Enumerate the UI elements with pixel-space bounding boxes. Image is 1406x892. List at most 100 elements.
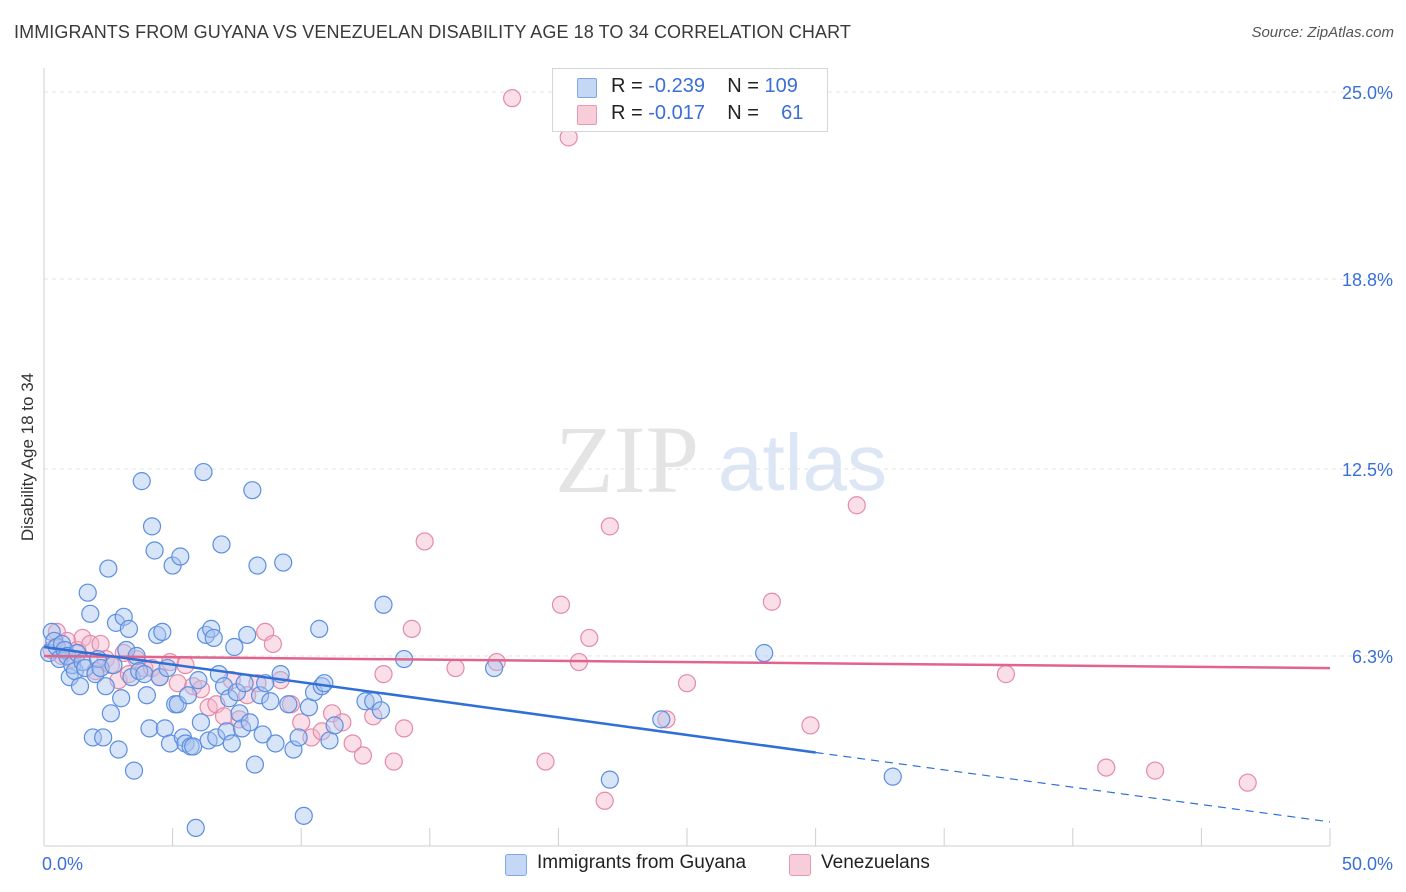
guyana-point [168, 695, 187, 714]
guyana-point [104, 655, 123, 675]
venezuela-point [353, 746, 373, 765]
venezuela-point [551, 595, 571, 614]
y-axis-label: Disability Age 18 to 34 [18, 372, 37, 542]
guyana-point [184, 737, 203, 756]
guyana-point [310, 619, 329, 638]
venezuela-point [600, 517, 619, 536]
bottom-legend-swatch-guyana [505, 854, 527, 876]
guyana-point [279, 695, 298, 714]
guyana-point [81, 604, 100, 623]
y-tick-label: 6.3% [1352, 647, 1393, 667]
venezuela-point [1097, 758, 1116, 777]
venezuela-point [536, 752, 555, 771]
venezuela-point [168, 674, 187, 693]
venezuela-point [214, 707, 234, 726]
bottom-legend-label-venezuela: Venezuelans [821, 852, 930, 873]
guyana-point [320, 731, 339, 750]
venezuela-points [42, 89, 1257, 810]
guyana-point [250, 686, 270, 705]
venezuela-point [343, 734, 362, 753]
venezuela-point [847, 496, 866, 515]
guyana-point [755, 643, 774, 663]
watermark: ZIP atlas [555, 406, 887, 513]
guyana-point [130, 662, 149, 681]
guyana-point [325, 716, 344, 735]
venezuela-point [119, 665, 138, 684]
guyana-point [652, 710, 671, 729]
x-tick-label: 50.0% [1342, 854, 1393, 874]
guyana-trend-line [43, 645, 816, 754]
guyana-point [76, 658, 95, 678]
guyana-point [135, 665, 154, 684]
trend-lines [43, 645, 1331, 823]
venezuela-point [595, 791, 614, 810]
guyana-point [294, 806, 313, 825]
guyana-point [284, 740, 303, 759]
guyana-point [78, 583, 97, 602]
guyana-point [171, 547, 190, 566]
legend-n-value-venezuela: 61 [781, 102, 804, 124]
guyana-trend-extension [815, 751, 1331, 823]
guyana-point [883, 767, 902, 786]
venezuela-point [580, 628, 599, 648]
guyana-point [70, 677, 90, 696]
guyana-point [99, 559, 118, 578]
guyana-point [235, 674, 254, 693]
guyana-point [96, 677, 115, 696]
legend-swatch-venezuela [577, 105, 597, 125]
guyana-point [222, 734, 241, 753]
venezuela-point [1238, 773, 1257, 792]
venezuela-point [384, 752, 403, 771]
guyana-point [274, 553, 293, 572]
guyana-point [245, 755, 265, 774]
guyana-point [204, 628, 223, 648]
guyana-point [194, 462, 213, 482]
y-tick-label: 12.5% [1342, 460, 1393, 480]
legend-r-value-venezuela: -0.017 [648, 102, 705, 124]
guyana-point [153, 622, 172, 641]
legend-r-label: R = [611, 75, 649, 97]
guyana-point [137, 686, 156, 705]
guyana-point [155, 719, 174, 738]
legend-n-value-guyana: 109 [764, 75, 798, 97]
guyana-point [266, 734, 285, 753]
bottom-legend-label-guyana: Immigrants from Guyana [537, 852, 747, 873]
guyana-point [114, 607, 133, 626]
guyana-point [315, 674, 334, 693]
guyana-point [248, 556, 267, 575]
venezuela-point [503, 89, 522, 108]
guyana-point [191, 713, 210, 732]
axes [43, 68, 1331, 847]
source-label: Source: ZipAtlas.com [1251, 24, 1394, 41]
guyana-point [485, 658, 504, 678]
guyana-point [356, 692, 375, 711]
guyana-point [371, 701, 391, 720]
venezuela-point [292, 713, 311, 732]
venezuela-point [394, 719, 414, 738]
guyana-point [299, 698, 319, 717]
guyana-point [145, 541, 164, 560]
guyana-point [212, 535, 231, 554]
guyana-point [83, 728, 102, 747]
guyana-point [140, 719, 159, 738]
guyana-point [119, 619, 138, 638]
guyana-point [261, 692, 280, 711]
venezuela-trend-line [43, 654, 1331, 670]
legend-r-label: R = [611, 102, 649, 124]
venezuela-point [263, 634, 283, 654]
guyana-point [142, 517, 162, 536]
grid [44, 91, 1394, 657]
guyana-point [186, 818, 205, 838]
guyana-point [109, 740, 128, 759]
legend: R = -0.239 N = 109 R = -0.017 N = 61 [552, 68, 828, 132]
venezuela-point [415, 532, 434, 551]
venezuela-point [801, 716, 820, 735]
watermark-atlas: atlas [718, 418, 887, 507]
guyana-point [230, 704, 249, 723]
venezuela-point [402, 619, 421, 638]
venezuela-point [302, 728, 321, 747]
guyana-point [94, 728, 113, 747]
guyana-point [217, 722, 236, 741]
legend-n-label: N = [727, 75, 765, 97]
